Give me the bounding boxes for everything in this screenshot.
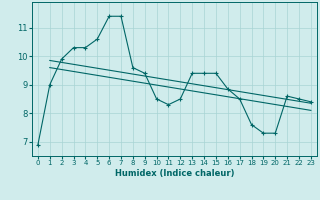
X-axis label: Humidex (Indice chaleur): Humidex (Indice chaleur) <box>115 169 234 178</box>
